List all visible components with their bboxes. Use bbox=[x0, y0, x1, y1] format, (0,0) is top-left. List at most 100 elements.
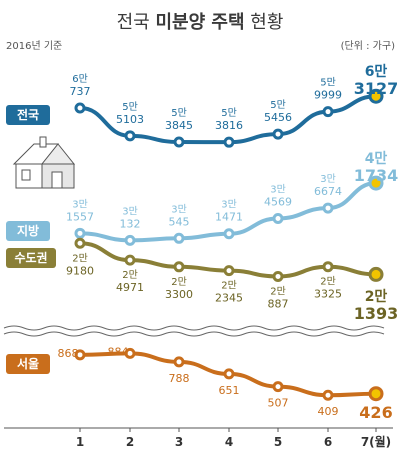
point-provinces-3 bbox=[223, 228, 235, 240]
point-national-4 bbox=[272, 128, 284, 140]
point-provinces-1 bbox=[124, 234, 136, 246]
label-national-value-1: 5103 bbox=[116, 113, 144, 126]
label-national-top-2: 5만 bbox=[171, 107, 187, 119]
label-national-value-2: 3845 bbox=[165, 119, 193, 132]
label-provinces-value-6: 1734 bbox=[354, 166, 399, 185]
label-capital-top-4: 2만 bbox=[270, 285, 286, 297]
point-national-6 bbox=[368, 88, 384, 104]
point-seoul-2 bbox=[173, 356, 185, 368]
point-seoul-4 bbox=[272, 381, 284, 393]
point-seoul-5 bbox=[322, 389, 334, 401]
axis-break-line-bottom bbox=[3, 331, 385, 337]
chart-title: 전국 미분양 주택 현황 bbox=[117, 12, 284, 33]
unit-note: (단위 : 가구) bbox=[341, 39, 395, 52]
x-tick-label-0: 1 bbox=[76, 435, 84, 449]
label-provinces-top-4: 3만 bbox=[270, 183, 286, 195]
legend-label-provinces: 지방 bbox=[17, 223, 39, 238]
label-national-value-5: 9999 bbox=[314, 89, 342, 102]
point-national-2 bbox=[173, 136, 185, 148]
x-tick-label-2: 3 bbox=[175, 435, 183, 449]
x-tick-label-5: 6 bbox=[324, 435, 332, 449]
label-national-value-3: 3816 bbox=[215, 119, 243, 132]
year-note: 2016년 기준 bbox=[6, 40, 62, 52]
point-seoul-0 bbox=[74, 349, 86, 361]
label-provinces-top-6: 4만 bbox=[365, 151, 388, 167]
point-seoul-6 bbox=[368, 386, 384, 402]
point-capital-1 bbox=[124, 254, 136, 266]
label-national-value-0: 737 bbox=[70, 85, 91, 98]
legend-tag-provinces bbox=[6, 221, 50, 241]
label-seoul-value-3: 651 bbox=[219, 384, 240, 397]
legend-label-national: 전국 bbox=[17, 107, 39, 122]
label-capital-top-2: 2만 bbox=[171, 276, 187, 288]
point-capital-3 bbox=[223, 265, 235, 277]
data-points bbox=[74, 88, 384, 402]
point-seoul-3 bbox=[223, 368, 235, 380]
label-seoul-value-2: 788 bbox=[169, 372, 190, 385]
label-seoul-value-0: 868 bbox=[58, 347, 79, 360]
label-capital-value-5: 3325 bbox=[314, 288, 342, 301]
label-national-top-4: 5만 bbox=[270, 99, 286, 111]
point-national-5 bbox=[322, 106, 334, 118]
point-capital-4 bbox=[272, 270, 284, 282]
label-capital-top-0: 2만 bbox=[72, 252, 88, 264]
label-capital-top-6: 2만 bbox=[365, 289, 388, 305]
point-capital-5 bbox=[322, 261, 334, 273]
legend-tag-seoul bbox=[6, 354, 50, 374]
label-capital-value-3: 2345 bbox=[215, 292, 243, 305]
label-seoul-value-5: 409 bbox=[318, 405, 339, 418]
label-capital-value-0: 9180 bbox=[66, 264, 94, 277]
label-national-top-6: 6만 bbox=[365, 64, 388, 80]
label-capital-value-1: 4971 bbox=[116, 281, 144, 294]
label-provinces-value-2: 545 bbox=[169, 215, 190, 228]
label-national-top-0: 6만 bbox=[72, 73, 88, 85]
x-tick-label-1: 2 bbox=[126, 435, 134, 449]
label-seoul-value-4: 507 bbox=[268, 397, 289, 410]
point-seoul-1 bbox=[124, 347, 136, 359]
legend-label-seoul: 서울 bbox=[17, 356, 39, 371]
point-capital-6 bbox=[368, 266, 384, 282]
label-provinces-top-2: 3만 bbox=[171, 203, 187, 215]
label-provinces-value-0: 1557 bbox=[66, 210, 94, 223]
label-capital-value-2: 3300 bbox=[165, 288, 193, 301]
label-capital-value-4: 887 bbox=[268, 297, 289, 310]
axis-break bbox=[3, 325, 385, 337]
label-provinces-value-3: 1471 bbox=[215, 211, 243, 224]
label-provinces-top-0: 3만 bbox=[72, 198, 88, 210]
label-provinces-top-3: 3만 bbox=[221, 199, 237, 211]
point-provinces-6 bbox=[368, 175, 384, 191]
label-national-value-4: 5456 bbox=[264, 111, 292, 124]
point-capital-0 bbox=[74, 237, 86, 249]
label-capital-top-3: 2만 bbox=[221, 280, 237, 292]
legend-tag-capital bbox=[6, 248, 56, 268]
x-tick-label-3: 4 bbox=[225, 435, 233, 449]
label-capital-top-1: 2만 bbox=[122, 269, 138, 281]
point-provinces-0 bbox=[74, 227, 86, 239]
label-capital-top-5: 2만 bbox=[320, 276, 336, 288]
label-seoul-value-1: 884 bbox=[108, 345, 129, 358]
label-provinces-top-1: 3만 bbox=[122, 205, 138, 217]
label-provinces-top-5: 3만 bbox=[320, 173, 336, 185]
label-national-value-6: 3127 bbox=[354, 79, 399, 98]
label-national-top-5: 5만 bbox=[320, 77, 336, 89]
point-national-1 bbox=[124, 130, 136, 142]
label-national-top-3: 5만 bbox=[221, 107, 237, 119]
x-tick-labels: 1 2 3 4 5 6 7(월) bbox=[76, 428, 391, 449]
label-provinces-value-1: 132 bbox=[120, 217, 141, 230]
label-provinces-value-4: 4569 bbox=[264, 195, 292, 208]
label-seoul-value-6: 426 bbox=[359, 403, 392, 422]
house-illustration bbox=[12, 136, 76, 189]
point-provinces-4 bbox=[272, 212, 284, 224]
label-provinces-value-5: 6674 bbox=[314, 185, 342, 198]
axis-break-line-top bbox=[3, 325, 385, 331]
point-national-3 bbox=[223, 136, 235, 148]
point-capital-2 bbox=[173, 261, 185, 273]
point-provinces-2 bbox=[173, 232, 185, 244]
point-national-0 bbox=[74, 102, 86, 114]
label-national-top-1: 5만 bbox=[122, 101, 138, 113]
x-tick-label-6: 7(월) bbox=[361, 434, 391, 449]
